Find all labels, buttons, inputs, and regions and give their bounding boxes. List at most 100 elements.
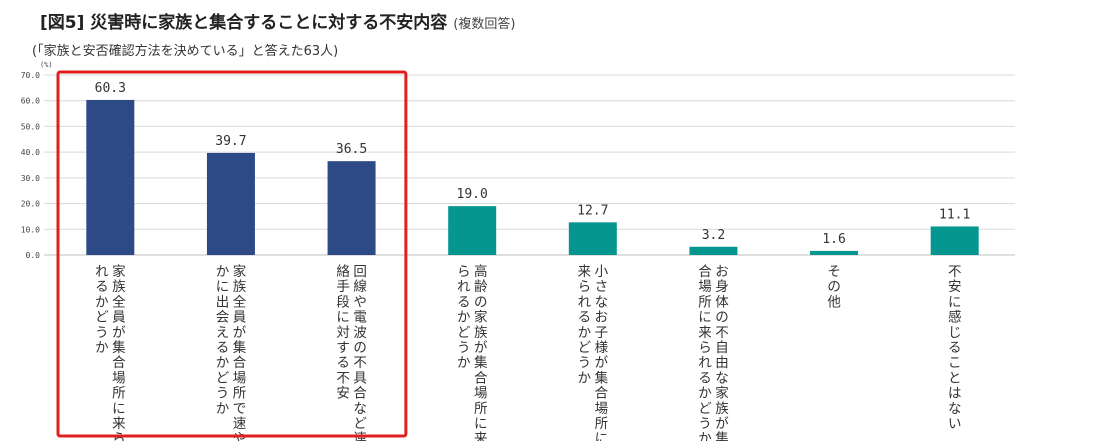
category-label-char: ら bbox=[457, 264, 471, 280]
category-label-char: 合 bbox=[353, 386, 367, 402]
category-label-char: が bbox=[112, 325, 126, 341]
data-label: 11.1 bbox=[939, 207, 970, 222]
bar bbox=[86, 99, 135, 255]
category-label-char: な bbox=[353, 401, 367, 417]
category-label-char: 族 bbox=[715, 401, 729, 417]
category-label-char: の bbox=[715, 310, 729, 326]
category-label-char: 子 bbox=[595, 325, 609, 341]
category-label-char: は bbox=[948, 386, 962, 402]
bar bbox=[568, 222, 617, 255]
category-label-char: 族 bbox=[233, 279, 247, 295]
category-label-char: 合 bbox=[595, 386, 609, 402]
category-label-char: る bbox=[948, 340, 962, 356]
category-label-char: 安 bbox=[948, 279, 962, 295]
category-label-char: の bbox=[353, 340, 367, 356]
category-label-char: 家 bbox=[233, 263, 247, 280]
category-label-char: う bbox=[698, 416, 712, 432]
category-label-char: 具 bbox=[353, 370, 367, 386]
category-label-char: 感 bbox=[948, 309, 962, 326]
category-label-char: が bbox=[474, 340, 488, 356]
category-label-char: 電 bbox=[353, 310, 367, 326]
category-label-char: 員 bbox=[112, 310, 126, 326]
data-label: 39.7 bbox=[215, 134, 246, 149]
category-label-char: 来 bbox=[112, 416, 126, 432]
category-label-char: 由 bbox=[715, 355, 729, 371]
category-label-char: 全 bbox=[233, 293, 247, 310]
category-label-char: う bbox=[457, 340, 471, 356]
category-label-char: と bbox=[948, 370, 962, 386]
category-label-char: る bbox=[336, 355, 350, 371]
category-label-char: か bbox=[95, 294, 109, 310]
category-label-char: か bbox=[95, 340, 109, 356]
category-label-char: 場 bbox=[233, 370, 247, 386]
category-label-char: 出 bbox=[216, 294, 230, 310]
category-label-char: え bbox=[216, 325, 230, 341]
y-tick-label: 20.0 bbox=[21, 200, 40, 209]
category-label-char: な bbox=[715, 370, 729, 386]
category-label-char: か bbox=[578, 325, 592, 341]
bar bbox=[930, 226, 979, 255]
category-label-char: 族 bbox=[112, 279, 126, 295]
category-label-char: か bbox=[457, 355, 471, 371]
category-label-char: ど bbox=[95, 310, 109, 326]
y-tick-label: 70.0 bbox=[21, 71, 40, 80]
category-label-char: 場 bbox=[474, 386, 488, 402]
category-label-char: 齢 bbox=[474, 279, 488, 295]
category-label-char: 集 bbox=[233, 340, 247, 356]
category-label-char: る bbox=[698, 370, 712, 386]
category-label: その他 bbox=[827, 264, 841, 310]
category-label-char: 来 bbox=[474, 431, 488, 441]
category-label-char: れ bbox=[95, 264, 109, 280]
category-label-char: 速 bbox=[233, 416, 247, 432]
category-label-char: 体 bbox=[715, 294, 729, 310]
category-label-char: 族 bbox=[474, 325, 488, 341]
category-label-char: に bbox=[336, 310, 350, 326]
data-label: 3.2 bbox=[702, 228, 725, 243]
data-label: 1.6 bbox=[822, 232, 845, 247]
category-label-char: る bbox=[578, 310, 592, 326]
category-label-char: か bbox=[216, 355, 230, 371]
category-label-char: に bbox=[112, 401, 126, 417]
category-label-char: 集 bbox=[595, 370, 609, 386]
category-label-char: 回 bbox=[353, 264, 367, 280]
category-label-char: す bbox=[336, 340, 350, 356]
bar bbox=[689, 246, 738, 255]
category-label-char: 場 bbox=[595, 401, 609, 417]
category-label-char: 家 bbox=[112, 263, 126, 280]
category-label-char: か bbox=[698, 386, 712, 402]
y-tick-label: 10.0 bbox=[21, 225, 40, 234]
category-label-char: で bbox=[233, 401, 247, 417]
category-label-char: が bbox=[715, 416, 729, 432]
chart-subtitle: (「家族と安否確認方法を決めている」と答えた63人) bbox=[32, 44, 339, 59]
category-label-char: 合 bbox=[698, 264, 712, 280]
category-label-char: 家 bbox=[715, 385, 729, 402]
category-label-char: 集 bbox=[715, 431, 729, 441]
category-label-char: に bbox=[216, 279, 230, 295]
category-label-char: 段 bbox=[336, 294, 350, 310]
category-label-char: 不 bbox=[353, 355, 367, 371]
category-label-char: 高 bbox=[474, 263, 488, 280]
category-label-char: 不 bbox=[948, 264, 962, 280]
category-label-char: に bbox=[698, 310, 712, 326]
category-label-char: か bbox=[457, 310, 471, 326]
category-label-char: 来 bbox=[578, 264, 592, 280]
category-label-char: 不 bbox=[336, 370, 350, 386]
category-label-char: や bbox=[353, 294, 367, 310]
category-label-char: る bbox=[216, 340, 230, 356]
category-label-char: 集 bbox=[474, 355, 488, 371]
bar bbox=[448, 206, 497, 255]
category-label-char: ど bbox=[216, 370, 230, 386]
category-label-char: 波 bbox=[353, 325, 367, 341]
category-label-char: う bbox=[578, 355, 592, 371]
category-label-char: の bbox=[827, 279, 841, 295]
category-label-char: 来 bbox=[698, 325, 712, 341]
category-label-char: ど bbox=[698, 401, 712, 417]
category-label-char: そ bbox=[827, 264, 841, 280]
category-label-char: か bbox=[216, 401, 230, 417]
